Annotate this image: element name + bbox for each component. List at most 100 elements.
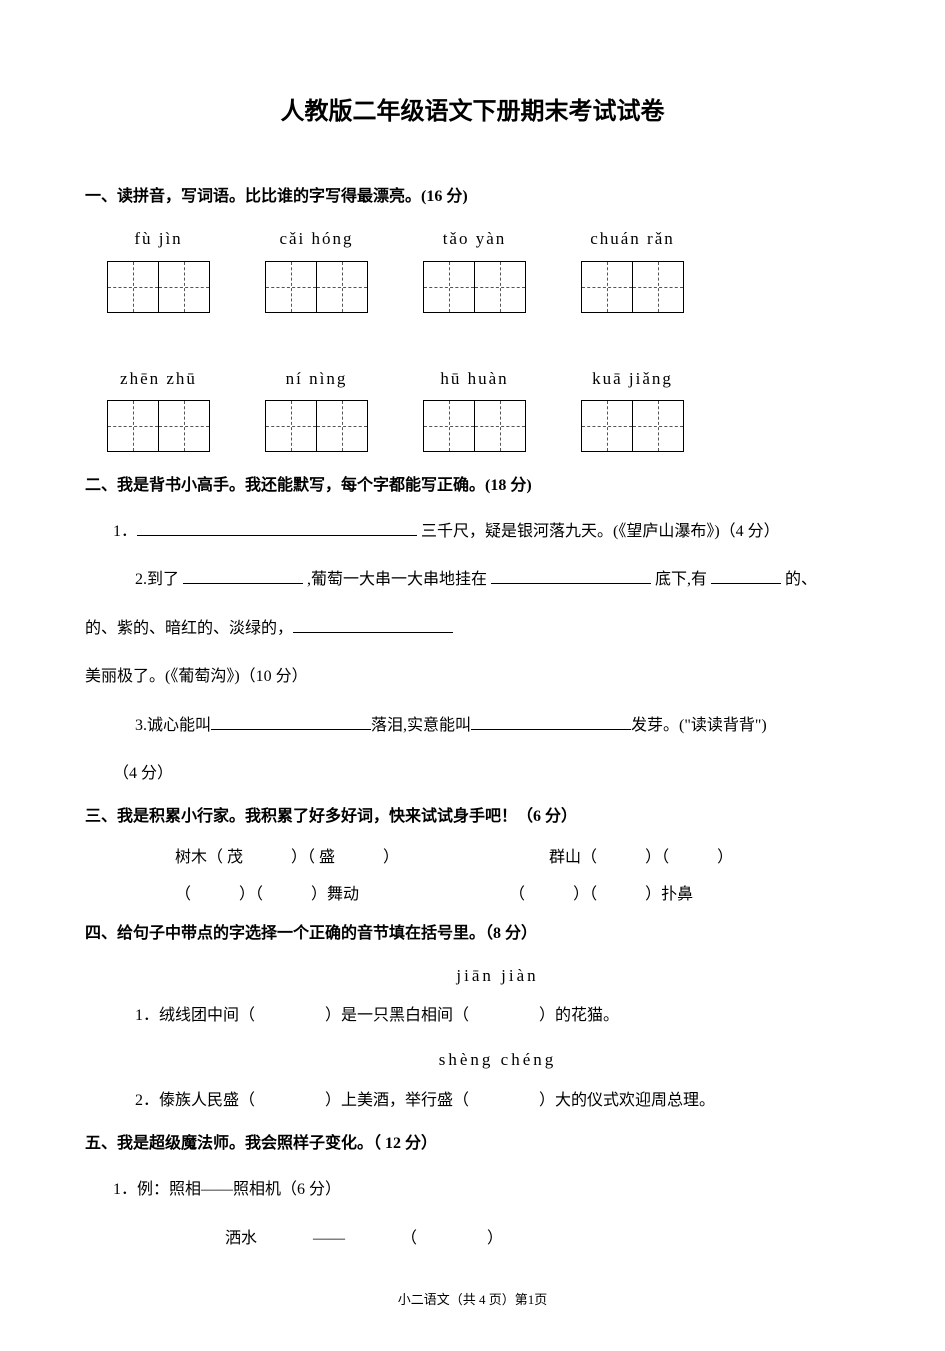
char-boxes — [423, 400, 526, 452]
q-text: 发芽。("读读背背") — [631, 717, 767, 734]
pinyin-text: zhēn zhū — [120, 364, 197, 395]
q-text: ） — [383, 849, 399, 866]
q5-1-line: 洒水 —— （ ） — [85, 1220, 860, 1258]
q-text: 的、紫的、暗红的、淡绿的， — [85, 620, 293, 637]
char-boxes — [423, 261, 526, 313]
char-box[interactable] — [474, 261, 526, 313]
q3-row-2: （ ）（ ）舞动 （ ）（ ）扑鼻 — [85, 881, 860, 910]
q-text: ,葡萄一大串一大串地挂在 — [303, 571, 491, 588]
blank-input[interactable] — [137, 518, 417, 536]
q-text: 三千尺，疑是银河落九天。(《望庐山瀑布》)（4 分） — [417, 523, 780, 540]
blank-input[interactable] — [211, 712, 371, 730]
q3-right: 群山（ ）（ ） — [549, 844, 733, 873]
q3-left: （）（）舞动 — [175, 881, 359, 910]
q-text: 底下,有 — [651, 571, 711, 588]
char-box[interactable] — [581, 400, 633, 452]
exam-title: 人教版二年级语文下册期末考试试卷 — [85, 90, 860, 133]
q-text: ）（ — [645, 849, 669, 866]
section4-heading: 四、给句子中带点的字选择一个正确的音节填在括号里。（8 分） — [85, 920, 860, 949]
blank-input[interactable] — [471, 712, 631, 730]
q-text: ）上美酒，举行盛（ — [325, 1092, 469, 1109]
blank-input[interactable] — [293, 615, 453, 633]
char-box[interactable] — [265, 400, 317, 452]
section2-heading: 二、我是背书小高手。我还能默写，每个字都能写正确。(18 分) — [85, 472, 860, 501]
section3-heading: 三、我是积累小行家。我积累了好多好词，快来试试身手吧！（6 分） — [85, 803, 860, 832]
q-text: 2．傣族人民盛（ — [135, 1092, 255, 1109]
char-box[interactable] — [158, 400, 210, 452]
q-text: 落泪,实意能叫 — [371, 717, 471, 734]
pinyin-group: zhēn zhū — [107, 364, 210, 453]
char-boxes — [265, 400, 368, 452]
char-box[interactable] — [158, 261, 210, 313]
q-text: ）的花猫。 — [539, 1007, 619, 1024]
char-box[interactable] — [316, 400, 368, 452]
pinyin-text: ní nìng — [286, 364, 348, 395]
char-box[interactable] — [265, 261, 317, 313]
char-box[interactable] — [423, 261, 475, 313]
q4-pinyin-1: jiān jiàn — [85, 961, 860, 992]
char-box[interactable] — [632, 261, 684, 313]
q-text: 3.诚心能叫 — [135, 717, 211, 734]
q-text: —— — [313, 1230, 345, 1247]
q3-row-1: 树木（ 茂）（ 盛） 群山（）（） — [85, 844, 860, 873]
pinyin-group: kuā jiǎng — [581, 364, 684, 453]
q5-1: 1．例：照相——照相机（6 分） — [85, 1171, 860, 1209]
pinyin-text: kuā jiǎng — [592, 364, 673, 395]
blank-input[interactable] — [491, 567, 651, 585]
q2-1: 1． 三千尺，疑是银河落九天。(《望庐山瀑布》)（4 分） — [85, 513, 860, 551]
char-boxes — [107, 261, 210, 313]
section5-heading: 五、我是超级魔法师。我会照样子变化。（ 12 分） — [85, 1130, 860, 1159]
pinyin-text: hū huàn — [440, 364, 508, 395]
q2-2-line2: 的、紫的、暗红的、淡绿的， — [85, 610, 860, 648]
blank-input[interactable] — [711, 567, 781, 585]
q-text: 1．绒线团中间（ — [135, 1007, 255, 1024]
char-box[interactable] — [474, 400, 526, 452]
q-text: （ — [401, 1230, 417, 1247]
q-text: 的、 — [781, 571, 817, 588]
pinyin-group: ní nìng — [265, 364, 368, 453]
char-box[interactable] — [316, 261, 368, 313]
pinyin-group: tǎo yàn — [423, 224, 526, 313]
char-box[interactable] — [423, 400, 475, 452]
q2-3-points: （4 分） — [85, 755, 860, 793]
char-boxes — [581, 261, 684, 313]
pinyin-group: chuán rǎn — [581, 224, 684, 313]
pinyin-group: hū huàn — [423, 364, 526, 453]
q-text: ）舞动 — [311, 886, 359, 903]
section1-heading: 一、读拼音，写词语。比比谁的字写得最漂亮。(16 分) — [85, 183, 860, 212]
q4-2: 2．傣族人民盛（ ）上美酒，举行盛（ ）大的仪式欢迎周总理。 — [85, 1082, 860, 1120]
q4-pinyin-2: shèng chéng — [85, 1045, 860, 1076]
q-text: 群山（ — [549, 849, 597, 866]
q-text: （ — [175, 886, 191, 903]
pinyin-row-2: zhēn zhū ní nìng hū huàn kuā jiǎng — [85, 364, 860, 453]
pinyin-text: chuán rǎn — [590, 224, 675, 255]
q4-1: 1．绒线团中间（ ）是一只黑白相间（ ）的花猫。 — [85, 997, 860, 1035]
q2-3: 3.诚心能叫 落泪,实意能叫 发芽。("读读背背") — [85, 707, 860, 745]
char-box[interactable] — [107, 400, 159, 452]
q-text: ）（ — [573, 886, 597, 903]
pinyin-text: cǎi hóng — [279, 224, 353, 255]
q-text: ） — [487, 1230, 503, 1247]
page-footer: 小二语文（共 4 页）第1页 — [85, 1288, 860, 1311]
char-box[interactable] — [581, 261, 633, 313]
char-boxes — [581, 400, 684, 452]
q3-left: 树木（ 茂）（ 盛） — [175, 844, 399, 873]
pinyin-row-1: fù jìn cǎi hóng tǎo yàn chuán rǎn — [85, 224, 860, 313]
q-text: ）大的仪式欢迎周总理。 — [539, 1092, 715, 1109]
char-box[interactable] — [632, 400, 684, 452]
q-text: ）扑鼻 — [645, 886, 693, 903]
q-text: 洒水 — [225, 1230, 257, 1247]
q-text: 树木（ 茂 — [175, 849, 243, 866]
q-text: 2.到了 — [135, 571, 183, 588]
q-text: ） — [717, 849, 733, 866]
q-text: （ — [509, 886, 525, 903]
char-box[interactable] — [107, 261, 159, 313]
q-text: ）是一只黑白相间（ — [325, 1007, 469, 1024]
blank-input[interactable] — [183, 567, 303, 585]
q-text: 1． — [113, 523, 137, 540]
char-boxes — [107, 400, 210, 452]
pinyin-text: tǎo yàn — [443, 224, 507, 255]
q2-2-line3: 美丽极了。(《葡萄沟》)（10 分） — [85, 658, 860, 696]
pinyin-group: cǎi hóng — [265, 224, 368, 313]
q3-right: （ ）（ ）扑鼻 — [509, 881, 693, 910]
